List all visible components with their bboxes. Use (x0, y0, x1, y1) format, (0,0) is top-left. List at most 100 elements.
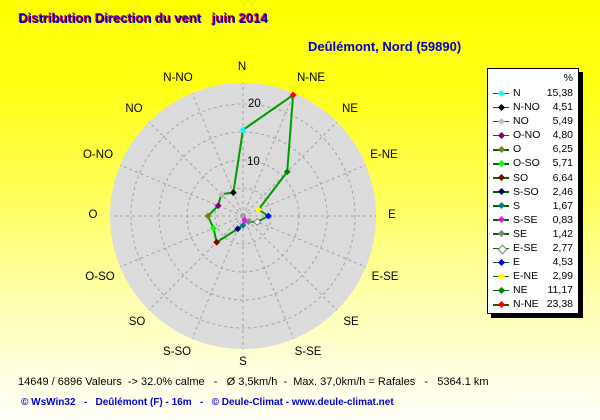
direction-label-S-SO: S-SO (163, 346, 191, 358)
legend-marker-icon-O (493, 145, 509, 154)
legend-marker-icon-N (493, 89, 509, 98)
legend-dot-icon (497, 145, 505, 153)
legend-value: 6,25 (552, 143, 573, 156)
legend-value: 4,80 (552, 129, 573, 142)
legend-marker-icon-E-NE (493, 272, 509, 281)
legend: % N 15,38 N-NO 4,51 NO 5,49 O-NO 4,80 O 6,25 O-SO 5… (487, 68, 579, 314)
legend-marker-icon-SE (493, 229, 509, 238)
legend-marker-icon-NO (493, 117, 509, 126)
station-name: Deûlémont, Nord (59890) (308, 39, 462, 54)
legend-item-N-NO: N-NO 4,51 (493, 100, 573, 114)
grid-spoke-S-SO (191, 215, 244, 340)
legend-item-SE: SE 1,42 (493, 227, 573, 241)
legend-item-SO: SO 6,64 (493, 171, 573, 185)
copyright-line: © WsWin32 - Deûlémont (F) - 16m - © Deul… (21, 397, 394, 408)
legend-marker-icon-S (493, 201, 509, 210)
legend-marker-icon-O-NO (493, 131, 509, 140)
grid-spoke-SO (148, 215, 244, 311)
legend-label: N-NO (513, 101, 540, 114)
legend-marker-icon-O-SO (493, 159, 509, 168)
legend-value: 0,83 (552, 213, 573, 226)
legend-label: E (513, 256, 521, 269)
legend-label: O (513, 143, 522, 156)
legend-item-N: N 15,38 (493, 86, 573, 100)
legend-unit-header: % (563, 72, 573, 84)
legend-label: NO (513, 115, 529, 128)
legend-dot-icon (497, 286, 505, 294)
legend-item-N-NE: N-NE 23,38 (493, 297, 573, 311)
legend-marker-icon-NE (493, 286, 509, 295)
legend-label: S-SO (513, 185, 539, 198)
legend-dot-icon (497, 89, 505, 97)
data-point-marker-E-SE (253, 217, 262, 227)
data-point-marker-NO (217, 190, 225, 198)
legend-value: 4,53 (552, 256, 573, 269)
direction-label-N-NE: N-NE (297, 72, 325, 84)
direction-label-S-SE: S-SE (295, 346, 322, 358)
data-point-marker-E-NE (255, 206, 262, 213)
direction-label-N: N (238, 61, 246, 73)
legend-label: N-NE (513, 298, 539, 311)
legend-label: E-SE (513, 242, 538, 255)
direction-label-O-SO: O-SO (85, 271, 114, 283)
legend-dot-icon (497, 202, 505, 210)
direction-label-E-NE: E-NE (370, 149, 398, 161)
direction-label-NE: NE (342, 103, 358, 115)
legend-label: N (513, 87, 521, 99)
legend-dot-icon (497, 258, 505, 266)
legend-dot-icon (497, 272, 505, 280)
legend-dot-icon (497, 174, 505, 182)
legend-item-O-SO: O-SO 5,71 (493, 156, 573, 170)
grid-spoke-O-NO (119, 164, 244, 217)
legend-dot-icon (497, 103, 505, 111)
legend-item-O-NO: O-NO 4,80 (493, 128, 573, 142)
grid-ring-10 (186, 159, 300, 273)
data-point-marker-O-NO (214, 202, 222, 210)
legend-value: 11,17 (547, 284, 574, 297)
ring-label-20: 20 (248, 98, 261, 110)
legend-label: SO (513, 171, 529, 184)
legend-label: S-SE (513, 213, 538, 226)
legend-dot-icon (497, 244, 507, 255)
legend-item-NO: NO 5,49 (493, 114, 573, 128)
legend-marker-icon-N-NO (493, 103, 509, 112)
grid-spoke-O-SO (119, 215, 244, 268)
legend-item-S-SO: S-SO 2,46 (493, 185, 573, 199)
grid-spoke-NE (242, 121, 338, 217)
legend-value: 1,67 (552, 199, 573, 212)
data-point-marker-N-NE (289, 91, 297, 99)
direction-label-O-NO: O-NO (83, 149, 113, 161)
legend-item-E: E 4,53 (493, 255, 573, 269)
direction-label-E-SE: E-SE (372, 271, 399, 283)
data-point-marker-S-SO (234, 225, 242, 233)
legend-item-E-NE: E-NE 2,99 (493, 269, 573, 283)
legend-label: NE (513, 284, 528, 297)
legend-value: 23,38 (546, 298, 573, 311)
direction-label-O: O (89, 209, 98, 221)
legend-value: 6,64 (552, 171, 573, 184)
grid-ring-20 (130, 103, 356, 329)
legend-marker-icon-S-SE (493, 215, 509, 224)
direction-label-NO: NO (125, 103, 142, 115)
legend-item-E-SE: E-SE 2,77 (493, 241, 573, 255)
legend-item-NE: NE 11,17 (493, 283, 573, 297)
legend-dot-icon (497, 230, 505, 238)
legend-value: 1,42 (552, 227, 573, 240)
grid-spoke-SE (242, 215, 338, 311)
legend-value: 2,77 (552, 242, 573, 255)
grid-ring-15 (158, 131, 328, 301)
legend-dot-icon (497, 131, 505, 139)
grid-spoke-NO (148, 121, 244, 217)
legend-item-O: O 6,25 (493, 142, 573, 156)
legend-value: 5,49 (552, 115, 573, 128)
direction-label-SE: SE (343, 316, 359, 328)
legend-marker-icon-E (493, 258, 509, 267)
grid-spoke-N-NE (242, 92, 295, 217)
legend-label: SE (513, 227, 528, 240)
data-point-marker-N-NO (229, 189, 237, 197)
legend-label: S (513, 199, 521, 212)
legend-value: 4,51 (552, 101, 573, 114)
legend-dot-icon (497, 216, 505, 224)
